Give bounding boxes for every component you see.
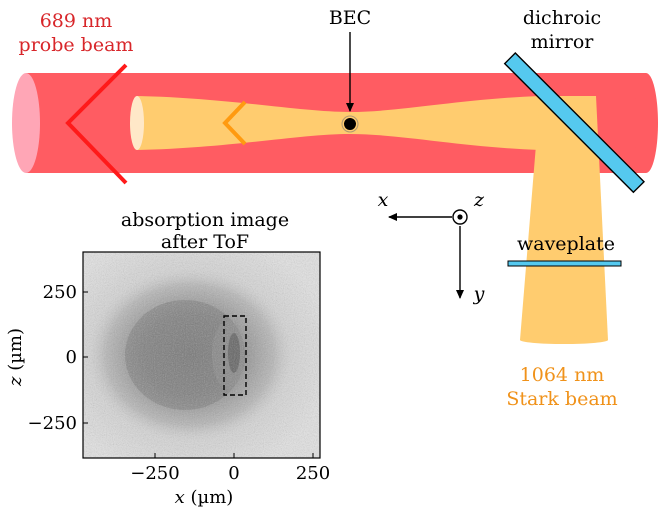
absorption-label-line2: after ToF — [161, 231, 249, 253]
probe-beam-label-line2: probe beam — [19, 34, 134, 56]
inset-xtick-0: 0 — [228, 463, 239, 484]
absorption-label-line1: absorption image — [121, 209, 289, 231]
stark-direction-arrow — [222, 100, 247, 146]
triad-x-label: x — [378, 189, 389, 211]
inset-ytick-250: 250 — [43, 282, 77, 303]
inset-ytick-neg250: −250 — [28, 413, 77, 434]
absorption-image-grain — [83, 252, 320, 458]
inset-y-ticks — [83, 291, 88, 424]
probe-beam-label-line1: 689 nm — [40, 10, 113, 32]
probe-beam-end-left — [12, 73, 40, 173]
bec-dot — [344, 118, 356, 130]
inset-xtick-250: 250 — [296, 463, 330, 484]
inset-ytick-0: 0 — [66, 347, 77, 368]
dichroic-label-line1: dichroic — [523, 7, 601, 29]
probe-direction-arrow — [65, 63, 128, 185]
waveplate-plate — [507, 260, 622, 267]
inset-xtick-neg250: −250 — [130, 463, 179, 484]
axes-triad: x z y — [378, 189, 485, 305]
inset-x-axis-label: x (µm) — [175, 487, 234, 508]
stark-beam-vertical — [520, 96, 608, 340]
absorption-inset-plot: −250 0 250 250 0 −250 x (µm) z (µm) — [5, 251, 330, 508]
triad-z-label: z — [473, 189, 485, 211]
dichroic-mirror — [503, 52, 645, 194]
inset-plot-frame — [82, 251, 321, 459]
stark-beam-label-line2: Stark beam — [506, 388, 617, 410]
triad-y-label: y — [473, 283, 485, 305]
bec-dot-glow — [341, 115, 359, 133]
stark-beam-bottom-end — [520, 336, 608, 344]
roi-dashed-box — [223, 315, 247, 396]
stark-beam-end-left — [130, 96, 144, 150]
bec-label: BEC — [329, 7, 371, 29]
inset-x-ticks — [154, 453, 314, 458]
dichroic-label-line2: mirror — [531, 31, 595, 53]
waveplate-label: waveplate — [517, 233, 615, 255]
triad-z-dot — [457, 214, 463, 220]
inset-y-axis-label: z (µm) — [5, 328, 26, 387]
stark-beam-label-line1: 1064 nm — [520, 364, 605, 386]
probe-beam-end-right — [634, 73, 658, 173]
